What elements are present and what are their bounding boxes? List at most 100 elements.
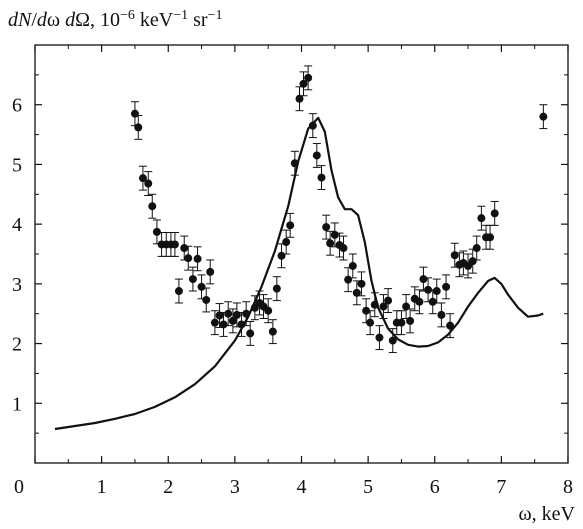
point-marker	[486, 233, 495, 242]
y-axis-title: dN/dω dΩ, 10−6 keV−1 sr−1	[8, 8, 222, 32]
point-marker	[219, 320, 228, 329]
y-axis-title-part: keV	[135, 9, 174, 31]
point-marker	[197, 282, 206, 291]
data-point	[144, 171, 153, 196]
point-marker	[388, 336, 397, 345]
point-marker	[379, 302, 388, 311]
point-marker	[366, 318, 375, 327]
data-point	[219, 312, 228, 337]
point-marker	[188, 275, 197, 284]
points-layer	[130, 65, 548, 354]
data-point	[286, 212, 295, 238]
data-point	[299, 71, 308, 97]
point-marker	[295, 94, 304, 103]
point-marker	[446, 321, 455, 330]
data-point	[148, 193, 157, 219]
y-axis-title-part: d	[65, 9, 76, 31]
point-marker	[264, 306, 273, 315]
data-point	[415, 289, 424, 315]
point-marker	[242, 309, 251, 318]
point-marker	[210, 318, 219, 327]
point-marker	[268, 327, 277, 336]
point-marker	[384, 296, 393, 305]
data-point	[134, 114, 143, 140]
data-point	[170, 232, 179, 257]
point-marker	[539, 112, 548, 121]
y-axis-title-part: /	[31, 9, 37, 31]
x-tick-label: 3	[230, 476, 240, 498]
point-marker	[180, 244, 189, 253]
data-point	[370, 292, 379, 318]
y-axis-title-part: −1	[173, 8, 188, 23]
data-point	[304, 65, 313, 91]
y-tick-label: 2	[12, 334, 22, 356]
data-point	[344, 267, 353, 293]
data-point	[375, 325, 384, 351]
point-marker	[339, 244, 348, 253]
data-point	[312, 143, 321, 168]
x-tick-label: 1	[97, 476, 107, 498]
data-point	[486, 224, 495, 250]
data-point	[202, 287, 211, 313]
point-marker	[170, 240, 179, 249]
data-point	[138, 165, 147, 191]
data-point	[339, 235, 348, 261]
plot-border	[34, 44, 569, 464]
point-marker	[326, 239, 335, 248]
point-marker	[375, 333, 384, 342]
y-axis-title-part: −1	[208, 8, 223, 23]
point-marker	[206, 267, 215, 276]
point-marker	[490, 209, 499, 218]
data-point	[326, 230, 335, 256]
data-point	[468, 248, 477, 274]
point-marker	[134, 123, 143, 132]
data-point	[282, 229, 291, 255]
data-point	[397, 310, 406, 336]
point-marker	[468, 257, 477, 266]
data-point	[446, 313, 455, 339]
y-axis-title-part: sr	[188, 9, 208, 31]
point-marker	[272, 284, 281, 293]
y-axis-title-part: d	[37, 9, 48, 31]
data-point	[174, 278, 183, 304]
point-marker	[184, 254, 193, 263]
point-marker	[282, 238, 291, 247]
data-point	[388, 328, 397, 354]
point-marker	[472, 244, 481, 253]
point-marker	[442, 282, 451, 291]
y-axis-title-part: −6	[120, 8, 135, 23]
point-marker	[130, 109, 139, 118]
point-marker	[428, 297, 437, 306]
x-tick-label: 0	[14, 476, 24, 498]
point-marker	[406, 316, 415, 325]
point-marker	[437, 310, 446, 319]
data-point	[152, 219, 161, 245]
data-point	[184, 245, 193, 271]
data-point	[246, 320, 255, 346]
data-point	[472, 235, 481, 261]
point-marker	[237, 320, 246, 329]
point-marker	[215, 311, 224, 320]
point-marker	[246, 329, 255, 338]
data-point	[210, 310, 219, 336]
model-curve	[54, 116, 544, 431]
data-point	[268, 319, 277, 345]
data-point	[197, 274, 206, 300]
data-point	[539, 104, 548, 130]
point-marker	[308, 121, 317, 130]
y-tick-label: 6	[12, 95, 22, 117]
data-point	[130, 101, 139, 127]
point-marker	[415, 297, 424, 306]
data-point	[242, 301, 251, 327]
point-marker	[348, 261, 357, 270]
data-point	[272, 276, 281, 302]
point-marker	[397, 318, 406, 327]
curve-layer	[54, 116, 544, 431]
point-marker	[228, 316, 237, 325]
x-tick-label: 8	[563, 476, 573, 498]
x-axis-title: ω, keV	[519, 503, 576, 525]
data-point	[295, 86, 304, 112]
point-marker	[312, 151, 321, 160]
point-marker	[152, 227, 161, 236]
